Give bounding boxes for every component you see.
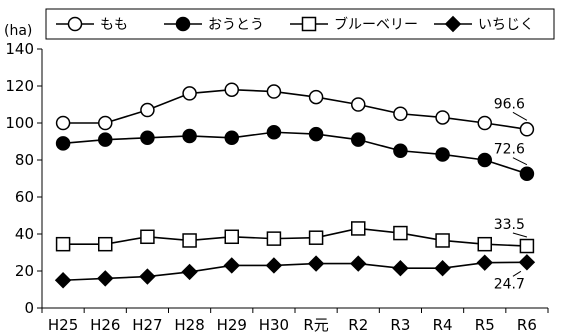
y-tick-label: 20 [15,262,34,280]
data-point [393,143,408,158]
x-tick-label: H28 [174,316,204,333]
data-point [434,260,451,277]
series-line [63,261,527,282]
data-point [140,229,155,245]
y-tick-label: 0 [24,299,34,317]
data-point [477,236,492,252]
data-point [435,110,450,125]
data-point [308,126,324,142]
x-tick-label: R6 [517,316,537,333]
x-tick-label: R5 [475,316,495,333]
legend-marker [301,16,317,32]
legend-entry: いちじく [478,17,534,33]
data-point [98,132,113,147]
data-point [519,122,535,137]
y-axis-unit: (ha) [4,23,32,39]
legend-entry: おうとう [208,17,264,33]
data-point [351,97,366,112]
data-label-leader [512,157,528,166]
data-point [307,255,325,272]
data-point [351,221,366,236]
chart-series [54,82,536,289]
data-label-leader [512,232,528,238]
data-point [308,89,324,105]
x-tick-label: H25 [48,316,78,333]
data-point [476,254,493,271]
legend-marker [175,16,191,32]
data-point [350,255,367,272]
x-tick-label: R2 [348,316,368,333]
data-point [393,106,408,121]
data-point [55,236,71,252]
data-point [98,115,113,131]
series-line [63,131,528,175]
data-point [266,231,282,246]
data-point [55,115,71,131]
data-point [265,257,283,274]
y-tick-label: 40 [15,225,34,243]
data-label: 33.5 [494,217,525,233]
data-point [98,236,113,252]
x-tick-label: H27 [132,316,162,333]
legend-entry: もも [100,17,128,33]
data-point [435,147,450,162]
y-tick-label: 120 [5,77,34,95]
x-tick-label: H26 [90,316,120,333]
data-label-leader [512,111,528,121]
data-point [519,166,535,181]
data-point [435,233,450,248]
data-point [182,128,197,144]
y-tick-label: 80 [15,151,34,169]
series-line [63,227,527,247]
x-tick-label: R4 [433,316,453,333]
data-point [182,233,197,248]
y-tick-label: 140 [5,40,34,58]
data-point [393,225,408,241]
chart-legend: もも おうとう ブルーベリー いちじく [45,8,555,40]
data-point [139,268,156,285]
data-point [392,260,409,277]
data-point [477,152,492,168]
data-label-leader [512,270,522,277]
legend-entry: ブルーベリー [334,16,418,33]
x-tick-label: R元 [303,316,328,333]
data-label: 72.6 [494,142,525,158]
data-point [351,132,366,147]
data-point [266,125,282,140]
data-point [97,270,114,287]
data-point [181,263,198,281]
x-tick-label: R3 [390,316,410,333]
data-point [140,102,155,118]
data-point [308,230,324,245]
chart-axes: (ha) 0 20 40 60 80 100 120 140 H25 H26 H27 H28 H29 H30… [4,23,549,333]
y-tick-label: 100 [5,114,34,132]
data-point [518,254,536,271]
data-label: 96.6 [494,96,525,112]
series-line [63,88,528,131]
data-point [224,130,239,146]
data-point [224,229,239,245]
x-tick-label: H30 [259,316,289,333]
data-point [223,257,240,274]
legend-marker [444,15,462,33]
legend-marker [67,16,83,32]
data-point [182,86,197,101]
data-point [55,136,71,151]
data-point [477,115,492,131]
data-label: 24.7 [494,276,525,292]
x-tick-label: H29 [217,316,247,333]
data-point [140,130,155,146]
data-point [54,272,72,289]
data-point [519,238,535,254]
data-point [266,84,282,99]
y-tick-label: 60 [15,188,34,206]
data-point [224,82,239,97]
chart-data-labels: 96.6 72.6 33.5 24.7 [494,96,528,292]
